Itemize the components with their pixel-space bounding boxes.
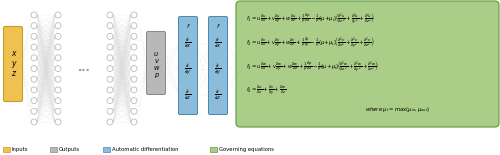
Circle shape — [31, 33, 37, 39]
Text: w: w — [154, 65, 158, 71]
FancyBboxPatch shape — [4, 27, 22, 102]
FancyBboxPatch shape — [50, 147, 57, 152]
Circle shape — [31, 44, 37, 50]
Text: y: y — [11, 60, 15, 69]
Circle shape — [107, 108, 113, 114]
Circle shape — [107, 98, 113, 104]
FancyBboxPatch shape — [178, 16, 198, 115]
Text: x: x — [11, 49, 15, 58]
Circle shape — [55, 108, 61, 114]
Text: $\frac{\partial}{\partial z}$: $\frac{\partial}{\partial z}$ — [214, 89, 222, 102]
Circle shape — [107, 23, 113, 29]
Text: $f$: $f$ — [216, 22, 220, 30]
FancyBboxPatch shape — [210, 147, 217, 152]
Circle shape — [55, 66, 61, 71]
Circle shape — [31, 12, 37, 18]
Text: $f_2=u\frac{\partial v}{\partial x}+v\frac{\partial v}{\partial y}+w\frac{\parti: $f_2=u\frac{\partial v}{\partial x}+v\fr… — [246, 35, 374, 51]
Text: $f_3=u\frac{\partial w}{\partial x}+v\frac{\partial w}{\partial y}+w\frac{\parti: $f_3=u\frac{\partial w}{\partial x}+v\fr… — [246, 60, 380, 75]
FancyBboxPatch shape — [146, 31, 166, 95]
Circle shape — [31, 66, 37, 71]
Circle shape — [107, 55, 113, 61]
Text: $where\ \mu_t=\max(\mu_{in},\mu_{out})$: $where\ \mu_t=\max(\mu_{in},\mu_{out})$ — [366, 106, 431, 115]
Text: p: p — [154, 72, 158, 78]
Circle shape — [107, 66, 113, 71]
Text: z: z — [11, 69, 15, 78]
Circle shape — [107, 44, 113, 50]
Circle shape — [131, 119, 137, 125]
Circle shape — [107, 87, 113, 93]
Text: $\frac{\partial}{\partial x}$: $\frac{\partial}{\partial x}$ — [214, 37, 222, 50]
Circle shape — [55, 33, 61, 39]
Text: Governing equations: Governing equations — [219, 147, 274, 152]
Circle shape — [31, 55, 37, 61]
Text: Outputs: Outputs — [59, 147, 80, 152]
Text: $f$: $f$ — [186, 22, 190, 30]
Text: ...: ... — [78, 63, 90, 73]
Text: $f_4=\frac{\partial u}{\partial x}+\frac{\partial v}{\partial y}+\frac{\partial : $f_4=\frac{\partial u}{\partial x}+\frac… — [246, 85, 286, 97]
Circle shape — [131, 66, 137, 71]
Text: $\frac{\partial}{\partial z}$: $\frac{\partial}{\partial z}$ — [184, 89, 192, 102]
FancyBboxPatch shape — [103, 147, 110, 152]
FancyBboxPatch shape — [208, 16, 228, 115]
Circle shape — [131, 44, 137, 50]
Circle shape — [31, 119, 37, 125]
Circle shape — [131, 108, 137, 114]
FancyBboxPatch shape — [236, 1, 499, 127]
FancyBboxPatch shape — [3, 147, 10, 152]
Text: $\frac{\partial}{\partial x}$: $\frac{\partial}{\partial x}$ — [184, 37, 192, 50]
Circle shape — [55, 23, 61, 29]
Circle shape — [131, 76, 137, 82]
Circle shape — [31, 87, 37, 93]
Circle shape — [131, 33, 137, 39]
Circle shape — [107, 76, 113, 82]
Circle shape — [55, 98, 61, 104]
Circle shape — [107, 12, 113, 18]
Circle shape — [131, 23, 137, 29]
Circle shape — [55, 76, 61, 82]
Circle shape — [31, 76, 37, 82]
Text: $f_1=u\frac{\partial u}{\partial x}+v\frac{\partial u}{\partial y}+w\frac{\parti: $f_1=u\frac{\partial u}{\partial x}+v\fr… — [246, 11, 375, 27]
Circle shape — [55, 44, 61, 50]
Text: v: v — [154, 58, 158, 64]
Circle shape — [31, 108, 37, 114]
Circle shape — [107, 33, 113, 39]
Circle shape — [107, 119, 113, 125]
Text: u: u — [154, 51, 158, 57]
Circle shape — [55, 55, 61, 61]
Circle shape — [55, 12, 61, 18]
Circle shape — [55, 87, 61, 93]
Circle shape — [131, 98, 137, 104]
Text: $\frac{\partial}{\partial y}$: $\frac{\partial}{\partial y}$ — [214, 62, 222, 77]
Circle shape — [55, 119, 61, 125]
Text: Inputs: Inputs — [12, 147, 28, 152]
Circle shape — [131, 87, 137, 93]
Circle shape — [31, 98, 37, 104]
Text: $\frac{\partial}{\partial y}$: $\frac{\partial}{\partial y}$ — [184, 62, 192, 77]
Circle shape — [131, 55, 137, 61]
Circle shape — [131, 12, 137, 18]
Text: Automatic differentiation: Automatic differentiation — [112, 147, 178, 152]
Circle shape — [31, 23, 37, 29]
